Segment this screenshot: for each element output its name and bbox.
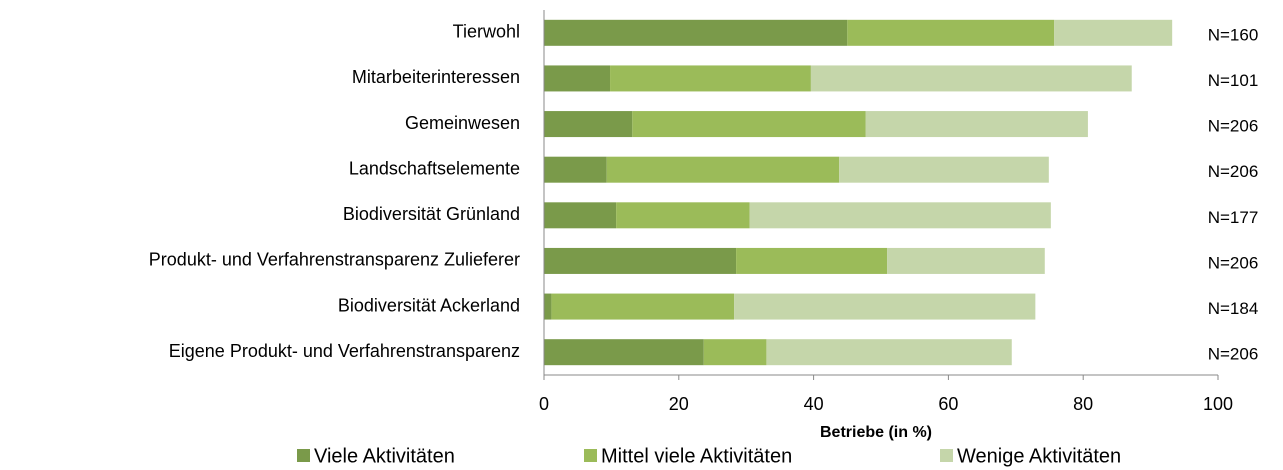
n-label: N=101 (1208, 71, 1259, 90)
bar-segment (1054, 19, 1173, 46)
y-tick-label: Biodiversität Grünland (343, 204, 520, 224)
y-tick-label: Gemeinwesen (405, 113, 520, 133)
n-label: N=206 (1208, 117, 1259, 136)
n-label: N=177 (1208, 208, 1259, 227)
bar-segment (736, 247, 888, 274)
x-tick-label: 60 (938, 394, 958, 414)
bar-segment (839, 156, 1049, 183)
bar-segment (616, 202, 750, 229)
bar-segment (544, 202, 617, 229)
bar-segment (703, 339, 767, 366)
bar-segment (749, 202, 1051, 229)
y-tick-label: Tierwohl (453, 22, 520, 42)
n-label: N=206 (1208, 253, 1259, 272)
x-tick-label: 100 (1203, 394, 1233, 414)
bar-segment (847, 19, 1055, 46)
legend-label: Viele Aktivitäten (314, 445, 455, 467)
bar-segment (544, 65, 611, 92)
bar-segment (632, 111, 866, 138)
y-tick-label: Eigene Produkt- und Verfahrenstransparen… (169, 341, 520, 361)
bar-segment (544, 339, 704, 366)
y-tick-label: Landschaftselemente (349, 158, 520, 178)
x-tick-label: 80 (1073, 394, 1093, 414)
x-tick-label: 20 (669, 394, 689, 414)
legend-swatch (297, 449, 310, 462)
n-label: N=206 (1208, 345, 1259, 364)
x-tick-label: 40 (804, 394, 824, 414)
bar-segment (610, 65, 811, 92)
bar-segment (606, 156, 840, 183)
bar-segment (544, 111, 633, 138)
n-label: N=206 (1208, 162, 1259, 181)
y-tick-label: Produkt- und Verfahrenstransparenz Zulie… (149, 250, 520, 270)
bar-segment (551, 293, 735, 320)
bar-segment (544, 156, 607, 183)
x-tick-label: 0 (539, 394, 549, 414)
y-tick-label: Biodiversität Ackerland (338, 295, 520, 315)
legend-swatch (940, 449, 953, 462)
n-label: N=184 (1208, 299, 1259, 318)
bar-segment (887, 247, 1045, 274)
bar-segment (766, 339, 1012, 366)
legend-swatch (584, 449, 597, 462)
bar-segment (810, 65, 1132, 92)
y-tick-label: Mitarbeiterinteressen (352, 67, 520, 87)
bar-segment (544, 19, 848, 46)
x-axis-label: Betriebe (in %) (820, 424, 932, 441)
bar-segment (544, 247, 737, 274)
legend-label: Wenige Aktivitäten (957, 445, 1121, 467)
legend-label: Mittel viele Aktivitäten (601, 445, 792, 467)
bar-segment (865, 111, 1088, 138)
n-label: N=160 (1208, 25, 1259, 44)
bar-segment (734, 293, 1036, 320)
bar-segment (544, 293, 552, 320)
